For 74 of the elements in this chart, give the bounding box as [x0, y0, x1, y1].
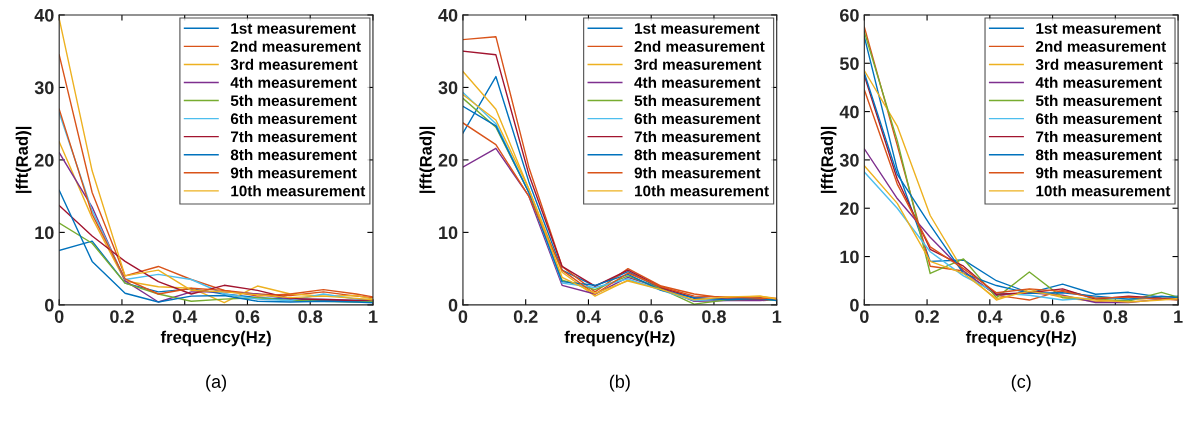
x-tick-label: 0 [860, 310, 869, 323]
legend-label: 6th measurement [634, 112, 761, 125]
legend-label: 7th measurement [634, 130, 761, 143]
legend-label: 1st measurement [1036, 23, 1161, 34]
legend-label: 1st measurement [231, 23, 356, 34]
x-tick-label: 0.8 [1103, 310, 1128, 323]
y-tick-label: 40 [438, 8, 458, 22]
text: (a) [206, 374, 226, 392]
x-tick-label: 0.2 [110, 310, 134, 323]
x-axis-title: frequency(Hz) [564, 330, 675, 347]
legend-label: 10th measurement [635, 185, 769, 197]
legend-label: 4th measurement [1035, 76, 1162, 88]
legend-label: 5th measurement [1035, 94, 1162, 107]
y-axis-title: |fft(Rad)| [820, 126, 837, 193]
y-tick-label: 30 [438, 81, 458, 95]
y-tick-label: 10 [439, 226, 458, 240]
text: (c) [1011, 374, 1031, 392]
y-axis-title: |fft(Rad)| [419, 126, 436, 193]
x-tick-label: 0.4 [977, 310, 1003, 323]
legend-label: 10th measurement [1036, 185, 1171, 197]
y-tick-label: 20 [438, 153, 458, 167]
x-tick-label: 0.2 [513, 310, 538, 323]
x-tick-label: 0.8 [298, 310, 323, 323]
legend-label: 9th measurement [1035, 167, 1162, 179]
x-tick-label: 0.6 [639, 310, 664, 323]
x-tick-label: 1 [1174, 310, 1183, 323]
y-tick-label: 0 [448, 298, 458, 312]
x-tick-label: 0 [54, 310, 64, 323]
x-tick-label: 1 [369, 310, 378, 323]
legend-label: 2nd measurement [634, 40, 765, 52]
text: (b) [609, 374, 630, 392]
legend-label: 9th measurement [230, 167, 357, 179]
legend-label: 7th measurement [1036, 130, 1162, 143]
x-tick-label: 0.2 [915, 310, 939, 323]
y-tick-label: 30 [34, 81, 54, 95]
legend-label: 6th measurement [1036, 112, 1162, 125]
y-tick-label: 0 [850, 298, 859, 312]
legend-label: 6th measurement [230, 112, 357, 125]
legend-label: 9th measurement [634, 167, 761, 179]
legend-label: 5th measurement [230, 94, 357, 107]
legend-label: 8th measurement [1035, 149, 1162, 161]
legend-label: 2nd measurement [1035, 40, 1167, 52]
y-tick-label: 0 [45, 298, 54, 312]
legend-label: 10th measurement [231, 185, 366, 197]
legend-label: 2nd measurement [230, 40, 361, 52]
legend-label: 4th measurement [634, 76, 761, 88]
legend-label: 4th measurement [230, 76, 357, 88]
y-tick-label: 10 [35, 226, 54, 240]
x-tick-label: 0.8 [702, 310, 726, 323]
y-tick-label: 60 [840, 8, 859, 22]
legend-label: 8th measurement [230, 149, 357, 161]
x-tick-label: 0 [458, 310, 468, 323]
legend-label: 5th measurement [634, 94, 761, 107]
y-tick-label: 40 [34, 8, 54, 22]
legend-label: 3rd measurement [634, 58, 762, 70]
x-tick-label: 1 [772, 310, 782, 323]
y-tick-label: 40 [839, 105, 859, 119]
legend-label: 1st measurement [635, 23, 760, 34]
x-tick-label: 0.4 [576, 310, 601, 323]
x-tick-label: 0.4 [172, 310, 198, 323]
x-axis-title: frequency(Hz) [965, 330, 1076, 347]
y-tick-label: 30 [839, 153, 859, 167]
legend-label: 8th measurement [634, 149, 761, 161]
y-tick-label: 50 [839, 57, 859, 70]
y-tick-label: 10 [840, 250, 859, 264]
legend-label: 7th measurement [230, 130, 357, 143]
legend-label: 3rd measurement [230, 58, 358, 70]
y-tick-label: 20 [840, 202, 859, 215]
x-tick-label: 0.6 [1040, 310, 1065, 323]
legend-label: 3rd measurement [1035, 58, 1163, 70]
x-tick-label: 0.6 [235, 310, 260, 323]
x-axis-title: frequency(Hz) [160, 330, 271, 347]
y-tick-label: 20 [34, 153, 54, 167]
y-axis-title: |fft(Rad)| [15, 126, 32, 193]
